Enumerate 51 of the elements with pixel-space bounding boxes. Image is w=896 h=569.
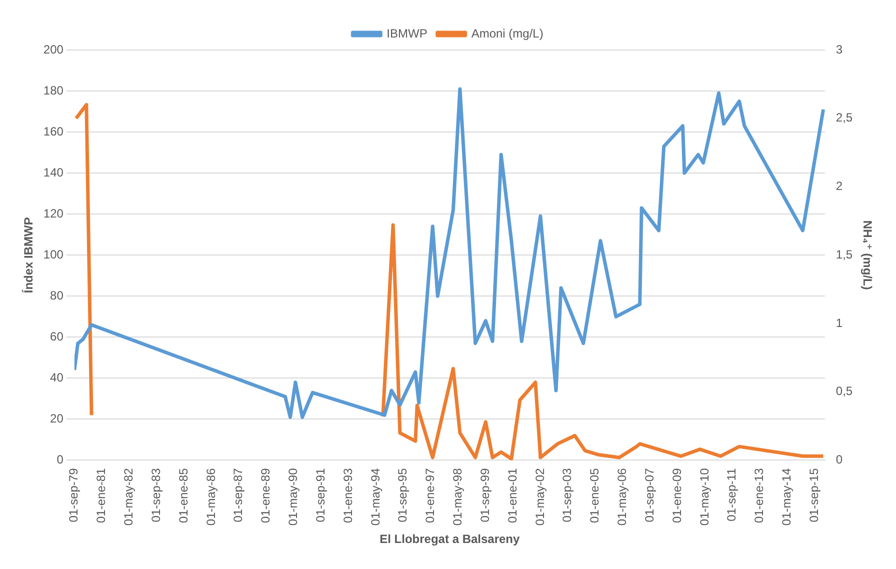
x-tick-label: 01-ene-93: [340, 468, 355, 523]
x-tick-label: 01-sep-99: [478, 468, 492, 522]
x-axis-title: El Llobregat a Balsareny: [380, 532, 520, 546]
x-tick-label: 01-sep-83: [148, 468, 163, 522]
y2-tick-label: 0: [836, 452, 843, 467]
y2-tick-label: 1: [836, 316, 843, 330]
y-tick-label: 160: [43, 124, 64, 138]
x-tick-label: 01-sep-03: [560, 468, 574, 522]
y2-tick-label: 1,5: [836, 247, 853, 262]
y-axis-title: Índex IBMWP: [22, 217, 36, 294]
y-tick-label: 140: [43, 165, 64, 180]
x-tick-label: 01-may-10: [697, 468, 712, 526]
x-tick-label: 01-ene-13: [752, 468, 766, 523]
y-tick-label: 180: [43, 83, 64, 98]
y-tick-label: 60: [50, 329, 64, 344]
y2-axis-title: NH₄⁺ (mg/L): [860, 220, 874, 290]
x-tick-label: 01-sep-07: [642, 468, 656, 522]
x-tick-label: 01-may-82: [122, 468, 136, 526]
x-tick-label: 01-ene-81: [94, 468, 108, 523]
y2-tick-label: 2: [836, 179, 843, 194]
x-tick-label: 01-may-06: [615, 468, 630, 526]
x-tick-label: 01-may-86: [204, 468, 218, 526]
x-tick-label: 01-sep-87: [231, 468, 246, 522]
y-tick-label: 100: [43, 247, 64, 262]
x-tick-label: 01-may-90: [286, 468, 300, 526]
x-tick-label: 01-ene-01: [505, 468, 520, 523]
y2-tick-label: 0,5: [836, 384, 853, 398]
y-tick-label: 200: [43, 42, 64, 56]
legend-label: Amoni (mg/L): [471, 26, 544, 40]
x-tick-label: 01-sep-91: [313, 468, 328, 522]
x-tick-label: 01-may-98: [450, 468, 465, 526]
x-tick-label: 01-sep-11: [724, 468, 739, 522]
legend-label: IBMWP: [386, 26, 428, 40]
y-tick-label: 120: [43, 206, 64, 220]
x-tick-label: 01-ene-05: [588, 468, 602, 523]
y-tick-label: 80: [50, 288, 64, 302]
x-tick-label: 01-ene-85: [176, 468, 190, 523]
x-tick-label: 01-sep-15: [806, 468, 821, 522]
x-tick-label: 01-ene-89: [258, 468, 273, 523]
y-tick-label: 20: [50, 412, 64, 426]
x-tick-label: 01-ene-09: [670, 468, 684, 523]
y2-tick-label: 2,5: [836, 110, 853, 125]
y-tick-label: 0: [56, 452, 64, 467]
y2-tick-label: 3: [836, 42, 843, 56]
x-tick-label: 01-may-02: [532, 468, 547, 526]
y-tick-label: 40: [50, 370, 64, 385]
x-tick-label: 01-sep-79: [66, 468, 81, 522]
x-tick-label: 01-may-14: [780, 468, 794, 526]
x-tick-label: 01-sep-95: [396, 468, 410, 522]
x-tick-label: 01-may-94: [368, 468, 382, 526]
x-tick-label: 01-ene-97: [423, 468, 438, 523]
